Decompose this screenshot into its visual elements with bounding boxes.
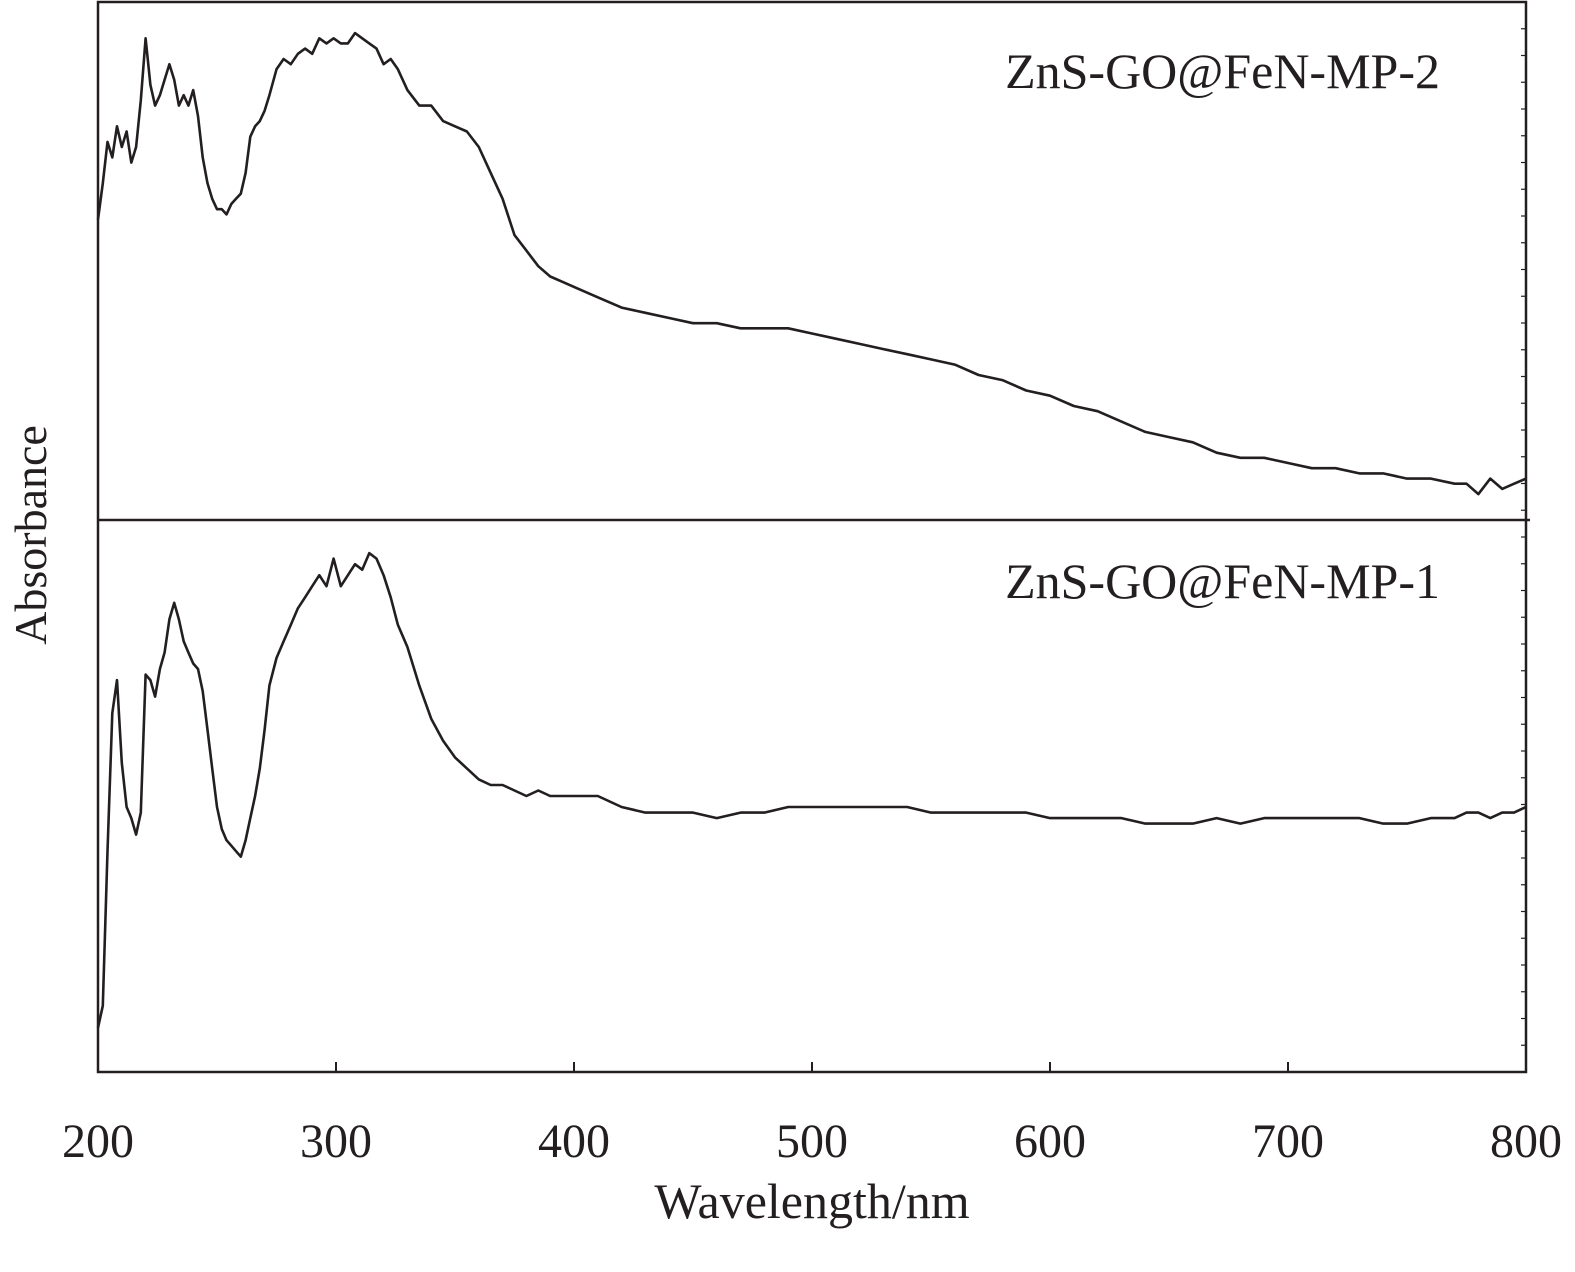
plot-border (96, 0, 1528, 1074)
panel-label-top: ZnS-GO@FeN-MP-2 (1005, 43, 1440, 99)
x-tick-label-600: 600 (1014, 1115, 1086, 1168)
panel-labels: ZnS-GO@FeN-MP-2 ZnS-GO@FeN-MP-1 (1005, 43, 1440, 609)
series-line-top (96, 31, 1527, 496)
x-tick-label-300: 300 (300, 1115, 372, 1168)
x-tick-label-200: 200 (62, 1115, 134, 1168)
series-layer (96, 31, 1527, 1029)
x-tick-label-400: 400 (538, 1115, 610, 1168)
x-tick-label-500: 500 (776, 1115, 848, 1168)
y-axis-label: Absorbance (5, 425, 56, 645)
x-axis-tick-labels: 200 300 400 500 600 700 800 (62, 1115, 1562, 1168)
series-line-bottom (96, 551, 1527, 1029)
panel-label-bottom: ZnS-GO@FeN-MP-1 (1005, 553, 1440, 609)
plot-frame (96, 0, 1530, 1074)
x-tick-label-800: 800 (1490, 1115, 1562, 1168)
x-axis-ticks (97, 1, 1527, 1073)
x-axis-label: Wavelength/nm (654, 1173, 969, 1229)
x-tick-label-700: 700 (1252, 1115, 1324, 1168)
